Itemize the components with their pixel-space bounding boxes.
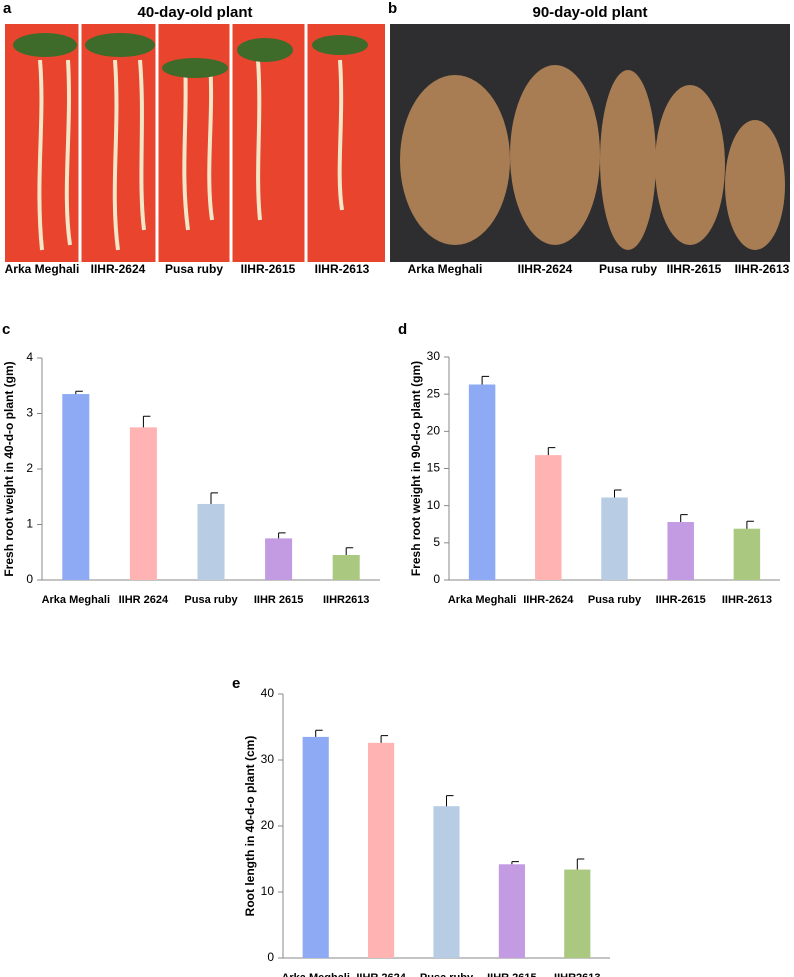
error-bar xyxy=(278,532,286,539)
error-bar xyxy=(481,375,490,385)
y-tick-label: 3 xyxy=(26,406,33,420)
bar xyxy=(601,497,628,580)
photo-label: Pusa ruby xyxy=(599,262,657,276)
panel-label: b xyxy=(388,0,397,17)
error-bar xyxy=(511,861,519,865)
x-tick-label: IIHR 2624 xyxy=(356,972,406,977)
y-tick-label: 40 xyxy=(261,686,275,700)
photo-label: IIHR-2624 xyxy=(518,262,573,276)
x-tick-label: Arka Meghali xyxy=(42,594,110,606)
photo-b-roots xyxy=(400,65,785,250)
photo-a-leaves xyxy=(13,33,368,78)
photo-a-roots xyxy=(37,59,344,251)
x-tick-label: IIHR-2615 xyxy=(656,594,706,606)
bar xyxy=(667,522,694,580)
y-tick-label: 2 xyxy=(26,461,33,475)
error-bar xyxy=(680,514,688,523)
y-axis-label: Root length in 40-d-o plant (cm) xyxy=(243,736,257,917)
bar xyxy=(733,528,761,580)
panel-label: a xyxy=(3,0,12,17)
x-tick-label: IIHR 2615 xyxy=(487,972,537,977)
bar xyxy=(468,384,496,580)
bar xyxy=(265,538,293,580)
photo-a-dividers xyxy=(78,24,308,262)
x-tick-label: IIHR2613 xyxy=(554,972,600,977)
y-tick-label: 15 xyxy=(427,461,441,475)
error-bar xyxy=(345,547,354,556)
y-axis-label: Fresh root weight in 90-d-o plant (gm) xyxy=(409,361,423,576)
photo-label: IIHR-2615 xyxy=(667,262,722,276)
x-tick-label: Pusa ruby xyxy=(588,594,642,606)
photo-label: IIHR-2613 xyxy=(735,262,790,276)
bar xyxy=(535,455,562,580)
y-tick-label: 20 xyxy=(427,424,441,438)
error-bar xyxy=(614,489,622,498)
photo-title: 40-day-old plant xyxy=(137,4,252,21)
x-tick-label: Pusa ruby xyxy=(184,594,238,606)
y-tick-label: 0 xyxy=(267,950,274,964)
photo-label: IIHR-2613 xyxy=(315,262,370,276)
photo-label: Arka Meghali xyxy=(408,262,483,276)
bar xyxy=(433,806,460,958)
bar xyxy=(332,555,360,580)
error-bar xyxy=(547,447,556,456)
x-tick-label: IIHR-2624 xyxy=(523,594,574,606)
x-tick-label: Arka Meghali xyxy=(448,594,516,606)
y-tick-label: 30 xyxy=(261,752,275,766)
photo-title: 90-day-old plant xyxy=(532,4,647,21)
x-tick-label: Pusa ruby xyxy=(420,972,474,977)
photo-label: Pusa ruby xyxy=(165,262,223,276)
error-bar xyxy=(142,415,151,428)
photo-label: IIHR-2615 xyxy=(241,262,296,276)
bar xyxy=(368,742,395,958)
bar xyxy=(62,394,90,580)
y-tick-label: 30 xyxy=(427,349,441,363)
y-tick-label: 10 xyxy=(427,498,441,512)
x-tick-label: Arka Meghali xyxy=(281,972,349,977)
photo-label: Arka Meghali xyxy=(5,262,80,276)
panel-label: e xyxy=(232,675,240,692)
x-tick-label: IIHR 2624 xyxy=(119,594,169,606)
panel-label: d xyxy=(398,321,407,338)
bar xyxy=(197,503,225,580)
error-bar xyxy=(210,492,218,504)
y-tick-label: 25 xyxy=(427,386,441,400)
error-bar xyxy=(315,729,323,737)
x-tick-label: IIHR-2613 xyxy=(722,594,772,606)
bar xyxy=(302,736,329,958)
error-bar xyxy=(576,858,585,870)
x-tick-label: IIHR2613 xyxy=(323,594,369,606)
y-tick-label: 20 xyxy=(261,818,275,832)
bar xyxy=(564,869,591,958)
error-bar xyxy=(746,520,754,529)
error-bar xyxy=(446,795,454,807)
y-axis-label: Fresh root weight in 40-d-o plant (gm) xyxy=(2,361,16,576)
panel-label: c xyxy=(2,321,10,338)
photo-label: IIHR-2624 xyxy=(91,262,146,276)
error-bar xyxy=(75,390,83,395)
y-tick-label: 10 xyxy=(261,884,275,898)
error-bar xyxy=(380,735,389,743)
y-tick-label: 1 xyxy=(26,517,33,531)
y-tick-label: 5 xyxy=(433,535,440,549)
x-tick-label: IIHR 2615 xyxy=(254,594,304,606)
y-tick-label: 4 xyxy=(26,350,33,364)
y-tick-label: 0 xyxy=(433,572,440,586)
bar xyxy=(498,864,525,958)
bar xyxy=(129,427,157,580)
y-tick-label: 0 xyxy=(26,572,33,586)
